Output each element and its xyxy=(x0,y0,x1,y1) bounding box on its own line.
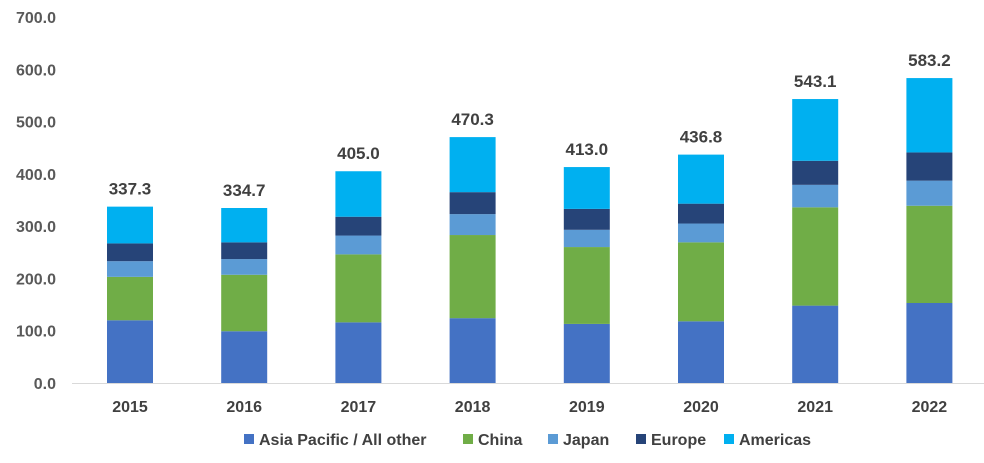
bar-segment-americas-2016 xyxy=(221,207,268,243)
bar-segment-china-2019 xyxy=(563,247,610,324)
bar-segment-europe-2015 xyxy=(107,243,153,262)
bar-segment-china-2015 xyxy=(107,276,153,321)
bar-segment-americas-2017 xyxy=(335,171,382,217)
total-label-2016: 334.7 xyxy=(223,181,266,200)
legend-swatch xyxy=(548,434,558,444)
bar-segment-asia-pacific-all-other-2015 xyxy=(107,320,153,383)
y-tick-label: 400.0 xyxy=(16,167,56,184)
bar-segment-japan-2019 xyxy=(563,229,610,248)
legend-label: Europe xyxy=(651,432,706,449)
bar-segment-japan-2017 xyxy=(335,235,382,255)
y-tick-label: 600.0 xyxy=(16,62,56,79)
y-tick-label: 100.0 xyxy=(16,324,56,341)
y-tick-label: 300.0 xyxy=(16,219,56,236)
bar-segment-japan-2018 xyxy=(449,214,496,236)
bar-segment-japan-2015 xyxy=(107,261,153,277)
legend-item-asia-pacific-all-other: Asia Pacific / All other xyxy=(244,432,426,449)
legend-label: Asia Pacific / All other xyxy=(259,432,426,449)
bar-segment-china-2022 xyxy=(906,205,953,304)
legend-item-china: China xyxy=(463,432,523,449)
x-tick-label-2021: 2021 xyxy=(797,399,833,416)
bar-segment-japan-2016 xyxy=(221,259,268,275)
legend-item-japan: Japan xyxy=(548,432,609,449)
bar-segment-china-2016 xyxy=(221,274,268,332)
x-tick-label-2019: 2019 xyxy=(569,399,605,416)
bar-segment-americas-2018 xyxy=(449,137,496,193)
y-axis: 0.0 100.0 200.0 300.0 400.0 500.0 600.0 700.0 xyxy=(16,10,56,393)
total-label-2022: 583.2 xyxy=(908,51,951,70)
legend-label: Japan xyxy=(563,432,609,449)
legend-item-europe: Europe xyxy=(636,432,706,449)
bar-segment-china-2020 xyxy=(678,242,724,322)
x-tick-label-2020: 2020 xyxy=(683,399,719,416)
total-label-2017: 405.0 xyxy=(337,144,380,163)
bar-segment-europe-2016 xyxy=(221,242,268,260)
x-tick-label-2015: 2015 xyxy=(112,399,148,416)
y-tick-label: 0.0 xyxy=(34,376,56,393)
bars xyxy=(107,78,953,383)
bar-segment-asia-pacific-all-other-2017 xyxy=(335,322,382,383)
bar-segment-china-2017 xyxy=(335,254,382,323)
bar-segment-americas-2022 xyxy=(906,78,953,153)
bar-segment-asia-pacific-all-other-2019 xyxy=(563,323,610,383)
legend-swatch xyxy=(636,434,646,444)
bar-segment-japan-2021 xyxy=(792,184,839,208)
x-tick-label-2017: 2017 xyxy=(341,399,377,416)
total-labels: 337.3 334.7 405.0 470.3 413.0 436.8 543.1 583.2 xyxy=(109,51,951,200)
total-label-2015: 337.3 xyxy=(109,180,152,199)
x-tick-label-2022: 2022 xyxy=(912,399,948,416)
total-label-2018: 470.3 xyxy=(451,110,494,129)
bar-segment-americas-2020 xyxy=(678,154,724,204)
y-tick-label: 500.0 xyxy=(16,115,56,132)
bar-segment-china-2018 xyxy=(449,235,496,319)
bar-segment-americas-2015 xyxy=(107,206,153,244)
legend-swatch xyxy=(463,434,473,444)
x-tick-label-2016: 2016 xyxy=(226,399,262,416)
bar-segment-europe-2017 xyxy=(335,216,382,236)
bar-segment-japan-2022 xyxy=(906,180,953,206)
legend-swatch xyxy=(724,434,734,444)
x-axis: 2015 2016 2017 2018 2019 2020 2021 2022 xyxy=(72,383,984,416)
bar-segment-asia-pacific-all-other-2020 xyxy=(678,321,724,383)
bar-segment-china-2021 xyxy=(792,207,839,306)
legend-item-americas: Americas xyxy=(724,432,811,449)
bar-segment-asia-pacific-all-other-2016 xyxy=(221,331,268,383)
bar-segment-europe-2020 xyxy=(678,203,724,224)
legend-swatch xyxy=(244,434,254,444)
legend-label: Americas xyxy=(739,432,811,449)
bar-segment-europe-2018 xyxy=(449,192,496,215)
bar-segment-asia-pacific-all-other-2021 xyxy=(792,305,839,383)
total-label-2019: 413.0 xyxy=(566,140,609,159)
bar-segment-europe-2021 xyxy=(792,160,839,185)
bar-segment-americas-2021 xyxy=(792,99,839,161)
y-tick-label: 200.0 xyxy=(16,271,56,288)
bar-segment-japan-2020 xyxy=(678,223,724,243)
bar-segment-asia-pacific-all-other-2022 xyxy=(906,303,953,383)
bar-segment-europe-2022 xyxy=(906,152,953,181)
x-tick-label-2018: 2018 xyxy=(455,399,491,416)
legend: Asia Pacific / All other China Japan Europe… xyxy=(244,432,811,449)
total-label-2021: 543.1 xyxy=(794,72,837,91)
bar-segment-asia-pacific-all-other-2018 xyxy=(449,318,496,383)
bar-segment-europe-2019 xyxy=(563,208,610,230)
bar-segment-americas-2019 xyxy=(563,167,610,209)
y-tick-label: 700.0 xyxy=(16,10,56,27)
total-label-2020: 436.8 xyxy=(680,128,723,147)
legend-label: China xyxy=(478,432,523,449)
